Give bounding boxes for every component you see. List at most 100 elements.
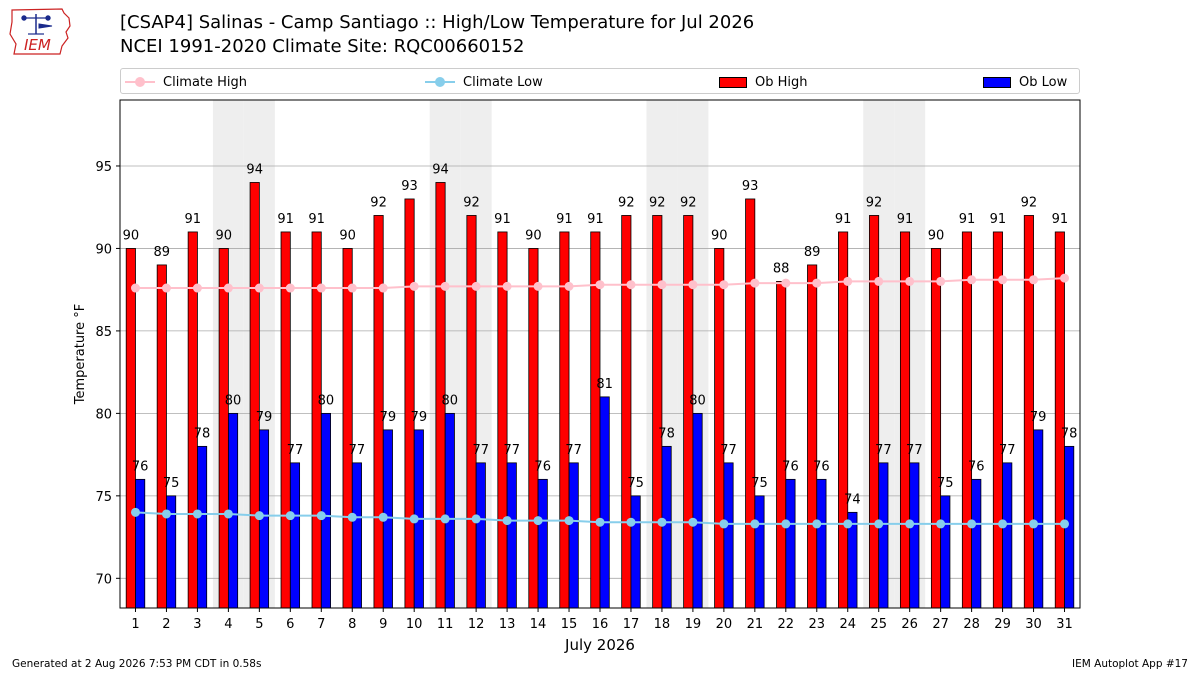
climate-low-point-28 <box>967 519 977 529</box>
ob-low-bar-18 <box>661 445 672 609</box>
legend-label-climate-high: Climate High <box>163 74 248 90</box>
x-tick-label: 22 <box>778 617 795 632</box>
ob-high-label: 93 <box>401 179 418 194</box>
ob-low-label: 79 <box>380 410 397 425</box>
ob-high-label: 92 <box>649 195 666 210</box>
x-tick-label: 23 <box>809 617 826 632</box>
ob-low-label: 77 <box>875 443 892 458</box>
ob-high-label: 91 <box>897 212 914 227</box>
ob-high-label: 92 <box>463 195 480 210</box>
ob-high-label: 91 <box>494 212 511 227</box>
ob-high-bar-10 <box>404 198 415 609</box>
x-tick-label: 8 <box>348 617 356 632</box>
ob-low-bar-15 <box>568 462 579 609</box>
climate-high-point-18 <box>657 280 667 290</box>
x-tick-label: 11 <box>437 617 454 632</box>
x-tick-label: 6 <box>286 617 294 632</box>
ob-low-label: 80 <box>318 393 335 408</box>
ob-high-label: 92 <box>866 195 883 210</box>
ob-high-bar-5 <box>249 182 260 609</box>
legend-item-climate-high: Climate High <box>125 73 247 91</box>
ob-high-label: 90 <box>711 228 728 243</box>
climate-high-point-10 <box>409 281 419 291</box>
climate-low-point-20 <box>719 519 729 529</box>
legend-label-ob-high: Ob High <box>755 74 808 90</box>
ob-high-bar-2 <box>156 264 167 609</box>
climate-low-point-21 <box>750 519 760 529</box>
climate-low-point-12 <box>471 514 481 524</box>
ob-high-label: 89 <box>804 245 821 260</box>
ob-low-label: 77 <box>565 443 582 458</box>
ob-high-label: 92 <box>370 195 387 210</box>
ob-low-bar-20 <box>723 462 734 609</box>
ob-high-label: 90 <box>928 228 945 243</box>
x-tick-label: 18 <box>654 617 671 632</box>
ob-high-label: 91 <box>185 212 202 227</box>
climate-low-point-23 <box>812 519 822 529</box>
ob-low-label: 78 <box>658 426 675 441</box>
ob-low-label: 79 <box>411 410 428 425</box>
ob-high-label: 90 <box>215 228 232 243</box>
x-tick-label: 5 <box>255 617 263 632</box>
ob-low-label: 76 <box>132 459 149 474</box>
climate-high-point-2 <box>161 283 171 293</box>
ob-low-label: 77 <box>287 443 304 458</box>
climate-low-point-15 <box>564 516 574 526</box>
ob-high-bar-29 <box>992 231 1003 609</box>
x-tick-label: 10 <box>406 617 423 632</box>
ob-low-bar-27 <box>940 495 951 609</box>
generated-timestamp: Generated at 2 Aug 2026 7:53 PM CDT in 0… <box>12 658 262 670</box>
ob-low-bar-14 <box>537 478 548 609</box>
x-tick-label: 28 <box>963 617 980 632</box>
ob-high-label: 92 <box>1021 195 1038 210</box>
ob-low-bar-17 <box>630 495 641 609</box>
climate-low-point-5 <box>254 511 264 521</box>
climate-high-point-13 <box>502 281 512 291</box>
ob-high-bar-26 <box>899 231 911 609</box>
iowa-state-outline <box>9 8 71 55</box>
ob-high-label: 88 <box>773 261 790 276</box>
x-tick-label: 2 <box>162 617 170 632</box>
climate-high-point-6 <box>285 283 295 293</box>
x-tick-label: 1 <box>131 617 139 632</box>
climate-low-point-11 <box>440 514 450 524</box>
y-tick-label: 70 <box>95 572 112 587</box>
ob-high-bar-20 <box>714 248 725 609</box>
climate-high-point-12 <box>471 281 481 291</box>
climate-high-point-11 <box>440 281 450 291</box>
ob-low-bar-3 <box>197 445 208 609</box>
y-axis-label: Temperature °F <box>73 304 88 405</box>
ob-high-label: 90 <box>525 228 542 243</box>
climate-high-point-1 <box>130 283 140 293</box>
climate-low-point-16 <box>595 517 605 527</box>
x-tick-label: 26 <box>901 617 918 632</box>
app-credit: IEM Autoplot App #17 <box>1072 658 1188 670</box>
ob-low-bar-1 <box>135 478 146 609</box>
chart-subtitle: NCEI 1991-2020 Climate Site: RQC00660152 <box>120 36 525 57</box>
ob-high-label: 91 <box>990 212 1007 227</box>
ob-low-bar-21 <box>754 495 765 609</box>
y-tick-label: 80 <box>95 407 112 422</box>
ob-low-bar-8 <box>351 462 362 609</box>
ob-low-label: 74 <box>844 492 861 507</box>
climate-high-point-7 <box>316 283 326 293</box>
ob-high-label: 91 <box>587 212 604 227</box>
x-tick-label: 21 <box>747 617 764 632</box>
ob-low-bar-26 <box>909 462 920 609</box>
ob-high-bar-21 <box>745 198 756 609</box>
logo-text: IEM <box>24 36 51 54</box>
ob-high-bar-25 <box>869 215 880 609</box>
ob-high-label: 94 <box>246 162 263 177</box>
ob-high-bar-18 <box>652 215 663 609</box>
ob-low-bar-12 <box>475 462 486 609</box>
ob-high-bar-17 <box>621 215 632 609</box>
x-tick-label: 25 <box>870 617 887 632</box>
ob-low-label: 78 <box>194 426 211 441</box>
data-labels: 90 76 89 75 91 78 90 80 94 79 91 77 91 80 90 77 92 79 93 79… <box>123 162 1078 507</box>
legend-label-climate-low: Climate Low <box>463 74 543 90</box>
climate-low-point-24 <box>843 519 853 529</box>
climate-high-point-20 <box>719 280 729 290</box>
climate-low-point-17 <box>626 517 636 527</box>
ob-low-bar-16 <box>599 396 610 609</box>
